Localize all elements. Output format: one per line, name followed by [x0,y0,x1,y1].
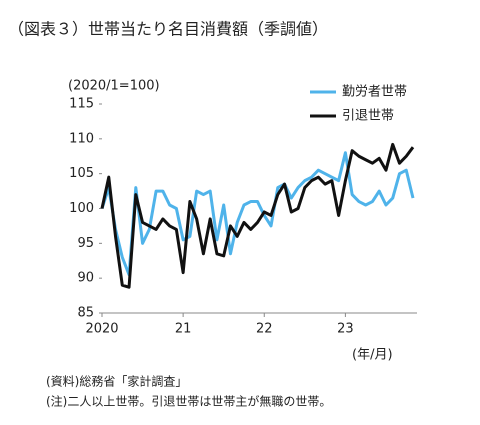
x-tick-label: 21 [175,322,192,337]
chart-title: （図表３）世帯当たり名目消費額（季調値） [8,20,328,39]
legend-label: 勤労者世帯 [342,85,407,100]
legend-label: 引退世帯 [342,109,394,124]
y-tick-label: 115 [69,97,94,112]
x-tick-label: 2020 [85,322,118,337]
y-tick-label: 105 [69,166,94,181]
y-axis-label: (2020/1=100) [68,79,160,94]
note: (注)二人以上世帯。引退世帯は世帯主が無職の世帯。 [46,394,331,409]
y-tick-label: 95 [77,236,94,251]
x-tick-label: 23 [337,322,354,337]
x-axis-label: (年/月) [352,348,393,363]
line [100,151,415,277]
note: (資料)総務省「家計調査」 [46,374,187,389]
y-tick-label: 90 [77,271,94,286]
y-tick-label: 110 [69,131,94,146]
y-tick-label: 85 [77,306,94,321]
line [100,142,415,289]
x-tick-label: 22 [256,322,273,337]
y-tick-label: 100 [69,201,94,216]
